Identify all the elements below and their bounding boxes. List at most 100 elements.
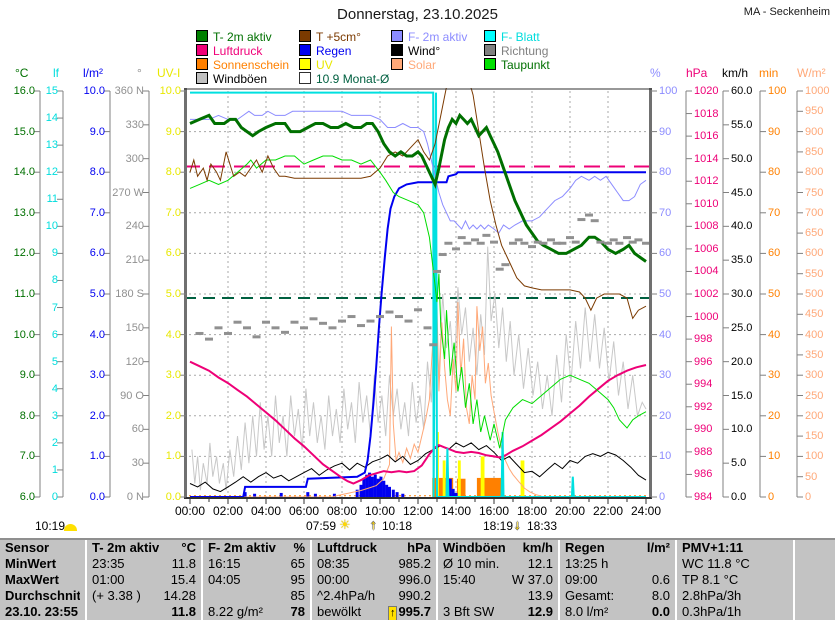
moon-time: 10:19	[35, 519, 66, 533]
table-col-luftdruck: Luftdruck hPa 08:35 985.2 00:00 996.0 ^2.4hPa/…	[312, 540, 438, 620]
legend-label: Windböen	[213, 72, 268, 86]
legend-swatch-f-2m-aktiv	[391, 30, 403, 42]
lf-axis-tick: 1	[51, 463, 58, 476]
sunshine-bar	[456, 478, 466, 497]
solar-axis-tick: 400	[805, 328, 824, 341]
solar-axis-tick: 650	[805, 227, 824, 240]
sunshine-axis-tick: 30	[768, 369, 781, 382]
solar-axis-tick: 150	[805, 430, 824, 443]
solar-axis-tick: 900	[805, 125, 824, 138]
table-cell-label: TP 8.1 °C	[682, 572, 739, 587]
legend-item-t-5cm: T +5cm°	[299, 30, 361, 43]
table-cell-value: 8.0	[651, 588, 670, 603]
table-cell-label: 2.8hPa/3h	[682, 588, 742, 603]
direction-axis-tick: 90 O	[120, 389, 144, 402]
table-col-windb-en: Windböen km/h Ø 10 min. 12.1 15:40 W 37.0 13.9…	[438, 540, 560, 620]
humidity-axis-tick: 60	[659, 247, 672, 260]
series-f-2m-aktiv	[190, 110, 647, 234]
legend-label: Solar	[408, 58, 437, 72]
rain-axis-tick: 6.0	[89, 247, 105, 260]
table-cell-label: 8.22 g/m²	[208, 604, 263, 619]
time-label-1600: 16:00	[478, 504, 510, 518]
rain-bar	[368, 472, 372, 497]
table-header-unit: °C	[181, 540, 196, 555]
pressure-axis-tick: 1018	[694, 107, 719, 120]
pressure-axis-tick: 994	[694, 378, 713, 391]
wind-axis-tick: 50.0	[731, 152, 753, 165]
time-label-0800: 08:00	[326, 504, 358, 518]
direction-axis-tick: 300	[125, 152, 144, 165]
legend-item-regen: Regen	[299, 44, 351, 57]
lf-axis-tick: 2	[51, 436, 58, 449]
table-cell-label: 15:40	[443, 572, 476, 587]
rain-bar	[365, 474, 369, 497]
rain-bar	[376, 478, 380, 497]
time-label-2200: 22:00	[592, 504, 624, 518]
series-taupunkt	[189, 155, 647, 449]
table-cell-value: 12.9	[527, 604, 553, 619]
wind-axis-tick: 60.0	[731, 85, 753, 97]
temp-axis-tick: 6.0	[19, 491, 35, 503]
solar-axis-tick: 250	[805, 389, 824, 402]
wind-axis-header: km/h	[722, 66, 749, 80]
table-cell-value: 985.2	[398, 556, 431, 571]
series-wind	[189, 442, 647, 493]
table-cell-label: 08:35	[317, 556, 350, 571]
sunshine-axis-header: min	[759, 66, 779, 80]
table-cell-value: 12.1	[527, 556, 553, 571]
rain-bar	[306, 492, 310, 497]
table-row-label: Durchschnitt	[5, 588, 80, 603]
table-cell-value: 95	[290, 572, 305, 587]
rain-axis-tick: 0.0	[89, 491, 105, 503]
legend-item-t-2m-aktiv: T- 2m aktiv	[196, 30, 272, 43]
legend-label: Luftdruck	[213, 44, 263, 58]
solar-axis-tick: 50	[805, 470, 818, 483]
temp-axis-tick: 16.0	[13, 85, 35, 97]
legend-label: T +5cm°	[316, 30, 361, 44]
rain-bar	[454, 492, 458, 497]
rain-axis-header: l/m²	[83, 66, 103, 80]
table-col-t-2m-aktiv: T- 2m aktiv °C 23:35 11.8 01:00 15.4 (+ 3.38 )…	[87, 540, 203, 620]
direction-axis-tick: 330	[125, 118, 144, 131]
table-header-label: PMV+1:11	[682, 540, 744, 555]
uv-axis-header: UV-I	[157, 66, 181, 80]
humidity-axis-header: %	[650, 66, 661, 80]
table-header-label: F- 2m aktiv	[208, 540, 276, 555]
legend-swatch-luftdruck	[196, 44, 208, 56]
rain-axis-tick: 2.0	[89, 409, 105, 422]
table-cell-value: 15.4	[170, 572, 196, 587]
legend-swatch-t-5cm	[299, 30, 311, 42]
solar-axis-tick: 100	[805, 450, 824, 463]
table-header-unit: hPa	[407, 540, 431, 555]
sunshine-bar	[476, 477, 502, 497]
legend-swatch-t-2m-aktiv	[196, 30, 208, 42]
wind-axis-tick: 45.0	[731, 186, 753, 199]
table-cell-label: 01:00	[92, 572, 125, 587]
moon-icon	[64, 524, 77, 531]
pressure-axis-tick: 990	[694, 423, 713, 436]
pressure-axis-tick: 1016	[694, 130, 719, 143]
pressure-axis-tick: 1006	[694, 242, 719, 255]
table-row-label: MaxWert	[5, 572, 59, 587]
series-regen-summe	[190, 171, 646, 498]
rain-bar	[279, 492, 283, 497]
lf-axis-tick: 14	[45, 112, 58, 125]
series-t-5cm	[189, 88, 647, 320]
sunshine-axis-tick: 80	[768, 166, 781, 179]
solar-axis-tick: 200	[805, 409, 824, 422]
time-label-0400: 04:00	[250, 504, 282, 518]
solar-axis-tick: 800	[805, 166, 824, 179]
arrow-down-icon: ↓	[514, 517, 521, 532]
legend-swatch-richtung	[484, 44, 496, 56]
sunshine-axis-tick: 70	[768, 206, 781, 219]
solar-axis-tick: 1000	[805, 85, 830, 97]
rain-bar	[448, 478, 452, 497]
set-time: 18:33	[527, 519, 558, 533]
legend-item-f-2m-aktiv: F- 2m aktiv	[391, 30, 467, 43]
sunrise-time: 07:59	[306, 519, 337, 533]
rain-bar	[395, 492, 399, 497]
legend-label: F- 2m aktiv	[408, 30, 468, 44]
uv-axis-tick: 1.0	[165, 450, 181, 463]
